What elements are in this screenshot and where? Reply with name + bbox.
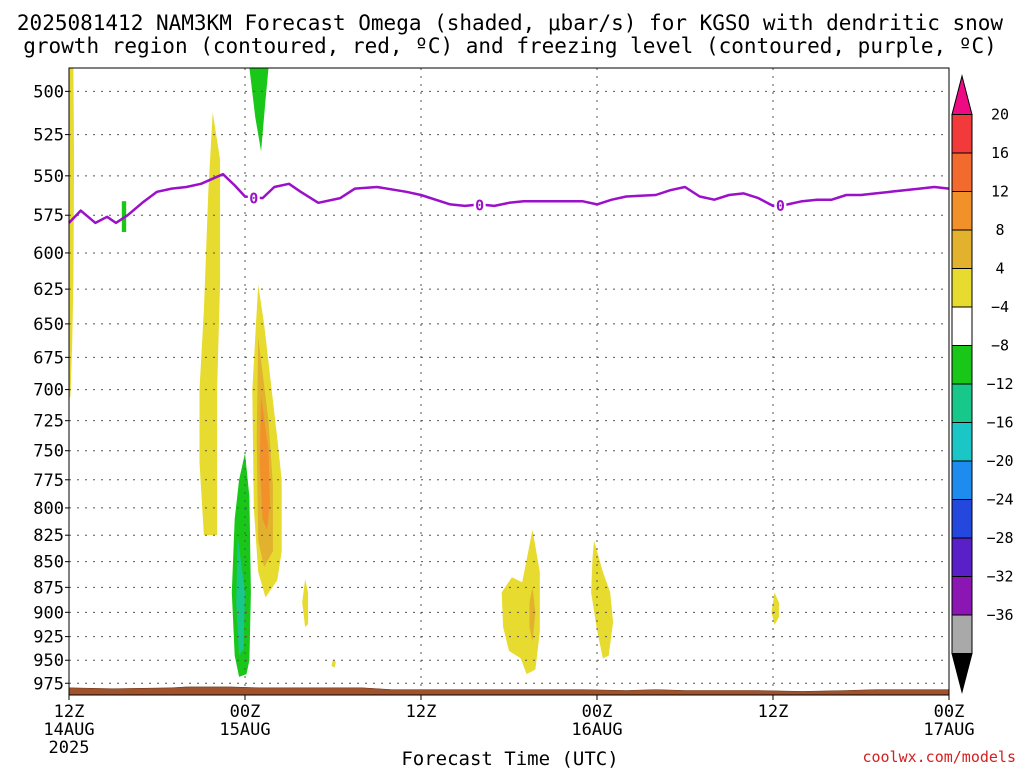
omega-region-12 (529, 587, 536, 642)
omega-region-8 (236, 536, 245, 656)
y-tick-label-950: 950 (33, 651, 64, 671)
colorbar-label-1: 16 (991, 144, 1009, 162)
freezing-label-0: 0 (249, 189, 258, 207)
x-tick-label-60-1: 17AUG (923, 720, 974, 740)
omega-region-9 (302, 579, 309, 627)
y-tick-label-850: 850 (33, 553, 64, 573)
y-tick-label-800: 800 (33, 499, 64, 519)
omega-region-14 (771, 592, 779, 625)
colorbar-label-10: −24 (986, 491, 1013, 509)
chart-title-line-1: 2025081412 NAM3KM Forecast Omega (shaded… (17, 11, 1004, 35)
x-tick-label-12-0: 00Z (230, 702, 261, 722)
x-tick-label-0-2: 2025 (49, 738, 90, 758)
y-tick-label-575: 575 (33, 206, 64, 226)
colorbar-bin-14 (951, 614, 973, 654)
colorbar: 20 16 12 8 4 −4 −8 −12 −16 −20 −24 −28 −32 −36 (951, 74, 1014, 694)
x-tick-label-0-1: 14AUG (43, 720, 94, 740)
y-tick-label-875: 875 (33, 578, 64, 598)
x-tick-label-48-0: 12Z (758, 702, 789, 722)
chart-title: 2025081412 NAM3KM Forecast Omega (shaded… (17, 11, 1004, 58)
colorbar-bin-3 (951, 191, 973, 231)
colorbar-bin-8 (951, 383, 973, 423)
colorbar-label-2: 12 (991, 183, 1009, 201)
y-tick-label-725: 725 (33, 412, 64, 432)
plot-gridlines (69, 68, 949, 695)
colorbar-label-9: −20 (986, 452, 1013, 470)
freezing-label-bg-0 (247, 189, 260, 206)
x-tick-label-36-0: 00Z (582, 702, 613, 722)
y-tick-label-650: 650 (33, 315, 64, 335)
omega-region-13 (591, 540, 614, 659)
colorbar-label-13: −36 (986, 606, 1013, 624)
colorbar-label-6: −8 (991, 337, 1009, 355)
omega-shading (69, 68, 779, 677)
plot-frame (68, 67, 950, 696)
colorbar-label-12: −32 (986, 568, 1013, 586)
colorbar-label-11: −28 (986, 529, 1013, 547)
colorbar-bin-6 (951, 306, 973, 346)
colorbar-bin-4 (951, 229, 973, 269)
x-axis-label: Forecast Time (UTC) (401, 748, 618, 768)
x-tick-label-12-1: 15AUG (219, 720, 270, 740)
y-tick-label-675: 675 (33, 348, 64, 368)
colorbar-label-7: −12 (986, 375, 1013, 393)
y-tick-label-600: 600 (33, 244, 64, 264)
y-tick-label-925: 925 (33, 628, 64, 648)
x-tick-label-24-0: 12Z (406, 702, 437, 722)
colorbar-bin-15 (951, 653, 973, 694)
freezing-label-bg-2 (774, 197, 787, 214)
colorbar-bin-11 (951, 499, 973, 539)
omega-region-1 (69, 68, 75, 400)
colorbar-bin-5 (951, 268, 973, 308)
y-tick-label-825: 825 (33, 526, 64, 546)
colorbar-bin-12 (951, 537, 973, 577)
y-tick-label-775: 775 (33, 471, 64, 491)
freezing-label-1: 0 (475, 196, 484, 214)
colorbar-label-8: −16 (986, 414, 1013, 432)
y-tick-label-700: 700 (33, 381, 64, 401)
omega-region-3 (199, 112, 221, 536)
freezing-label-2: 0 (776, 197, 785, 215)
colorbar-bin-10 (951, 460, 973, 500)
y-tick-label-500: 500 (33, 82, 64, 102)
terrain-polygon (68, 686, 950, 696)
colorbar-label-3: 8 (995, 221, 1004, 239)
freezing-level-line (68, 172, 950, 225)
freezing-level-series: 0 0 0 (68, 172, 950, 225)
colorbar-bin-0 (951, 74, 973, 115)
y-axis-ticks: 500 525 550 575 600 625 650 675 700 725 750 775 800 8… (33, 82, 69, 694)
y-tick-label-550: 550 (33, 167, 64, 187)
x-tick-label-0-0: 12Z (54, 702, 85, 722)
colorbar-label-4: 4 (995, 260, 1004, 278)
colorbar-label-0: 20 (991, 106, 1009, 124)
omega-region-11 (501, 529, 540, 675)
colorbar-bin-7 (951, 345, 973, 385)
omega-region-10 (331, 659, 336, 668)
colorbar-bin-1 (951, 114, 973, 154)
y-tick-label-975: 975 (33, 674, 64, 694)
y-tick-label-625: 625 (33, 280, 64, 300)
omega-region-0 (249, 68, 269, 152)
freezing-label-bg-1 (473, 196, 486, 213)
credit-label: coolwx.com/models (862, 748, 1016, 766)
x-tick-label-60-0: 00Z (934, 702, 965, 722)
colorbar-label-5: −4 (991, 298, 1009, 316)
x-tick-label-36-1: 16AUG (571, 720, 622, 740)
colorbar-bin-9 (951, 422, 973, 462)
y-tick-label-525: 525 (33, 126, 64, 146)
omega-region-6 (259, 395, 270, 530)
colorbar-bin-2 (951, 152, 973, 192)
y-tick-label-900: 900 (33, 603, 64, 623)
terrain-fill (68, 686, 950, 696)
colorbar-bin-13 (951, 576, 973, 616)
chart-title-line-2: growth region (contoured, red, ºC) and f… (23, 34, 997, 58)
y-tick-label-750: 750 (33, 442, 64, 462)
